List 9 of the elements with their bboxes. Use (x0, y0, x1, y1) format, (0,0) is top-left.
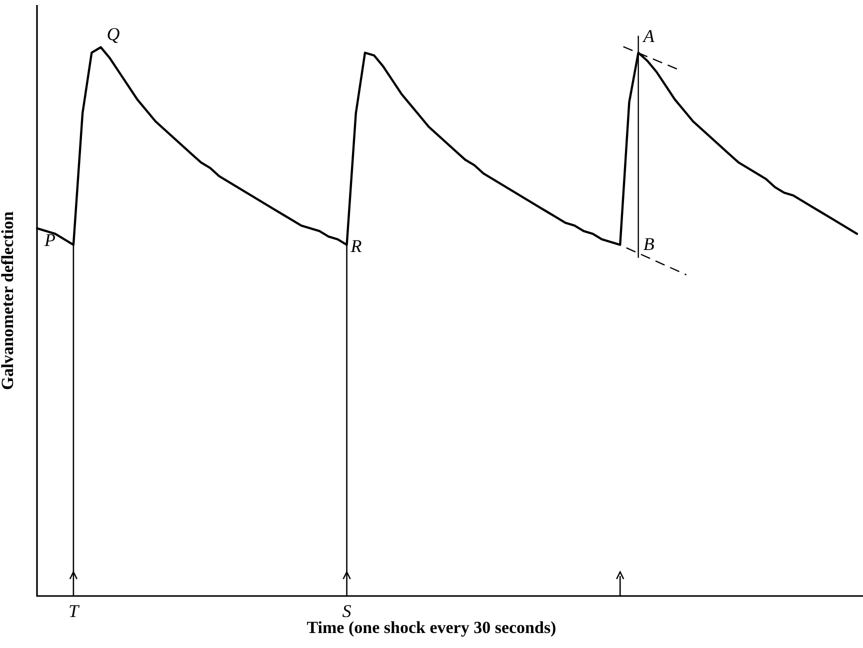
x-axis-title: Time (one shock every 30 seconds) (306, 618, 556, 637)
annotation: R (350, 236, 362, 256)
annotation: B (643, 234, 654, 254)
text: S (342, 601, 352, 621)
text: T (68, 601, 78, 621)
text: Q (106, 24, 120, 44)
annotation: P (44, 230, 56, 250)
y-axis-title: Galvanometer deflection (0, 211, 18, 390)
text: A (643, 26, 654, 46)
